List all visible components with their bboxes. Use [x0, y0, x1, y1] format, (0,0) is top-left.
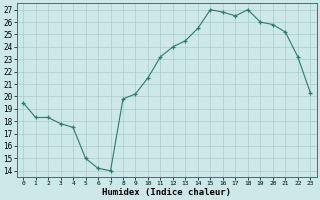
X-axis label: Humidex (Indice chaleur): Humidex (Indice chaleur)	[102, 188, 231, 197]
